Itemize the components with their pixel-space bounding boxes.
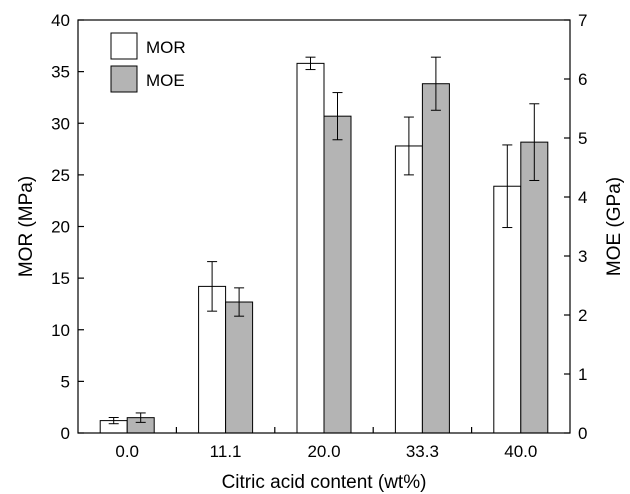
x-tick-label: 0.0: [115, 442, 139, 461]
y-tick-label: 15: [51, 269, 70, 288]
y2-tick-label: 4: [578, 188, 587, 207]
y-tick-label: 20: [51, 218, 70, 237]
y-tick-label: 0: [61, 424, 70, 443]
y-tick-label: 5: [61, 372, 70, 391]
y2-tick-label: 3: [578, 247, 587, 266]
y2-axis-title: MOE (GPa): [604, 177, 625, 276]
y-axis-title: MOR (MPa): [16, 176, 37, 277]
y-tick-label: 40: [51, 11, 70, 30]
y2-tick-label: 1: [578, 365, 587, 384]
bar-moe-4: [520, 141, 549, 434]
x-tick-label: 33.3: [406, 442, 439, 461]
y-tick-label: 25: [51, 166, 70, 185]
y-tick-label: 35: [51, 63, 70, 82]
bar-moe-3: [421, 83, 450, 434]
ticks-layer: 0 5 10 15 20 25 30 35 40 0 1 2 3 4 5 6 7 0.0 11.1 20.0 33.3 4…: [51, 11, 587, 461]
bars-layer: [99, 56, 549, 434]
y-tick-label: 30: [51, 114, 70, 133]
bar-mor-3: [394, 145, 423, 434]
legend-label-moe: MOE: [146, 71, 185, 90]
y-tick-label: 10: [51, 321, 70, 340]
y2-tick-label: 5: [578, 129, 587, 148]
bar-moe-2: [323, 115, 352, 434]
y2-tick-label: 0: [578, 424, 587, 443]
x-tick-label: 20.0: [307, 442, 340, 461]
y2-tick-label: 6: [578, 70, 587, 89]
y2-tick-label: 2: [578, 306, 587, 325]
x-tick-label: 40.0: [504, 442, 537, 461]
bar-moe-1: [225, 301, 254, 434]
legend-swatch-moe: [110, 65, 138, 93]
bar-mor-2: [296, 62, 325, 434]
x-tick-label: 11.1: [210, 442, 242, 461]
legend-swatch-mor: [110, 32, 138, 60]
x-axis-title: Citric acid content (wt%): [222, 472, 427, 493]
legend-label-mor: MOR: [146, 38, 186, 57]
legend: MOR MOE: [110, 32, 186, 93]
y2-tick-label: 7: [578, 11, 587, 30]
